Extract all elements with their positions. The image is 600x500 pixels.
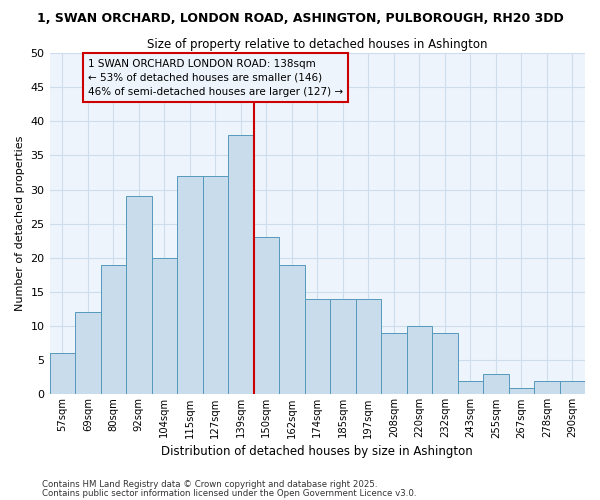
Bar <box>101 264 126 394</box>
Bar <box>509 388 534 394</box>
Bar <box>356 299 381 394</box>
Bar <box>483 374 509 394</box>
Bar <box>126 196 152 394</box>
Bar <box>177 176 203 394</box>
Text: 1 SWAN ORCHARD LONDON ROAD: 138sqm
← 53% of detached houses are smaller (146)
46: 1 SWAN ORCHARD LONDON ROAD: 138sqm ← 53%… <box>88 58 343 96</box>
Bar <box>560 380 585 394</box>
Bar <box>279 264 305 394</box>
Bar <box>75 312 101 394</box>
Y-axis label: Number of detached properties: Number of detached properties <box>15 136 25 312</box>
X-axis label: Distribution of detached houses by size in Ashington: Distribution of detached houses by size … <box>161 444 473 458</box>
Bar <box>458 380 483 394</box>
Bar <box>203 176 228 394</box>
Bar <box>228 135 254 394</box>
Bar <box>330 299 356 394</box>
Bar <box>432 333 458 394</box>
Bar <box>381 333 407 394</box>
Text: 1, SWAN ORCHARD, LONDON ROAD, ASHINGTON, PULBOROUGH, RH20 3DD: 1, SWAN ORCHARD, LONDON ROAD, ASHINGTON,… <box>37 12 563 26</box>
Bar <box>534 380 560 394</box>
Title: Size of property relative to detached houses in Ashington: Size of property relative to detached ho… <box>147 38 488 51</box>
Text: Contains public sector information licensed under the Open Government Licence v3: Contains public sector information licen… <box>42 488 416 498</box>
Bar <box>50 354 75 395</box>
Text: Contains HM Land Registry data © Crown copyright and database right 2025.: Contains HM Land Registry data © Crown c… <box>42 480 377 489</box>
Bar <box>152 258 177 394</box>
Bar <box>254 238 279 394</box>
Bar <box>407 326 432 394</box>
Bar <box>305 299 330 394</box>
